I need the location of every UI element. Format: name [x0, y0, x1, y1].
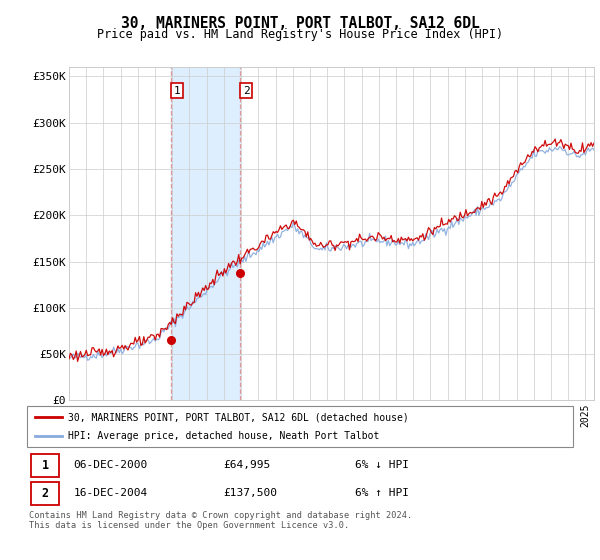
- Text: Contains HM Land Registry data © Crown copyright and database right 2024.
This d: Contains HM Land Registry data © Crown c…: [29, 511, 412, 530]
- Text: £64,995: £64,995: [224, 460, 271, 470]
- Text: 16-DEC-2004: 16-DEC-2004: [73, 488, 148, 498]
- FancyBboxPatch shape: [31, 482, 59, 505]
- Text: Price paid vs. HM Land Registry's House Price Index (HPI): Price paid vs. HM Land Registry's House …: [97, 28, 503, 41]
- Text: 30, MARINERS POINT, PORT TALBOT, SA12 6DL (detached house): 30, MARINERS POINT, PORT TALBOT, SA12 6D…: [68, 412, 409, 422]
- Text: 06-DEC-2000: 06-DEC-2000: [73, 460, 148, 470]
- FancyBboxPatch shape: [31, 454, 59, 477]
- Text: 6% ↑ HPI: 6% ↑ HPI: [355, 488, 409, 498]
- Text: 1: 1: [41, 459, 49, 472]
- Text: £137,500: £137,500: [224, 488, 278, 498]
- FancyBboxPatch shape: [27, 406, 573, 447]
- Text: 2: 2: [243, 86, 250, 96]
- Bar: [171, 67, 240, 400]
- Text: 30, MARINERS POINT, PORT TALBOT, SA12 6DL: 30, MARINERS POINT, PORT TALBOT, SA12 6D…: [121, 16, 479, 31]
- Text: 1: 1: [173, 86, 180, 96]
- Text: 6% ↓ HPI: 6% ↓ HPI: [355, 460, 409, 470]
- Text: HPI: Average price, detached house, Neath Port Talbot: HPI: Average price, detached house, Neat…: [68, 431, 379, 441]
- Text: 2: 2: [41, 487, 49, 500]
